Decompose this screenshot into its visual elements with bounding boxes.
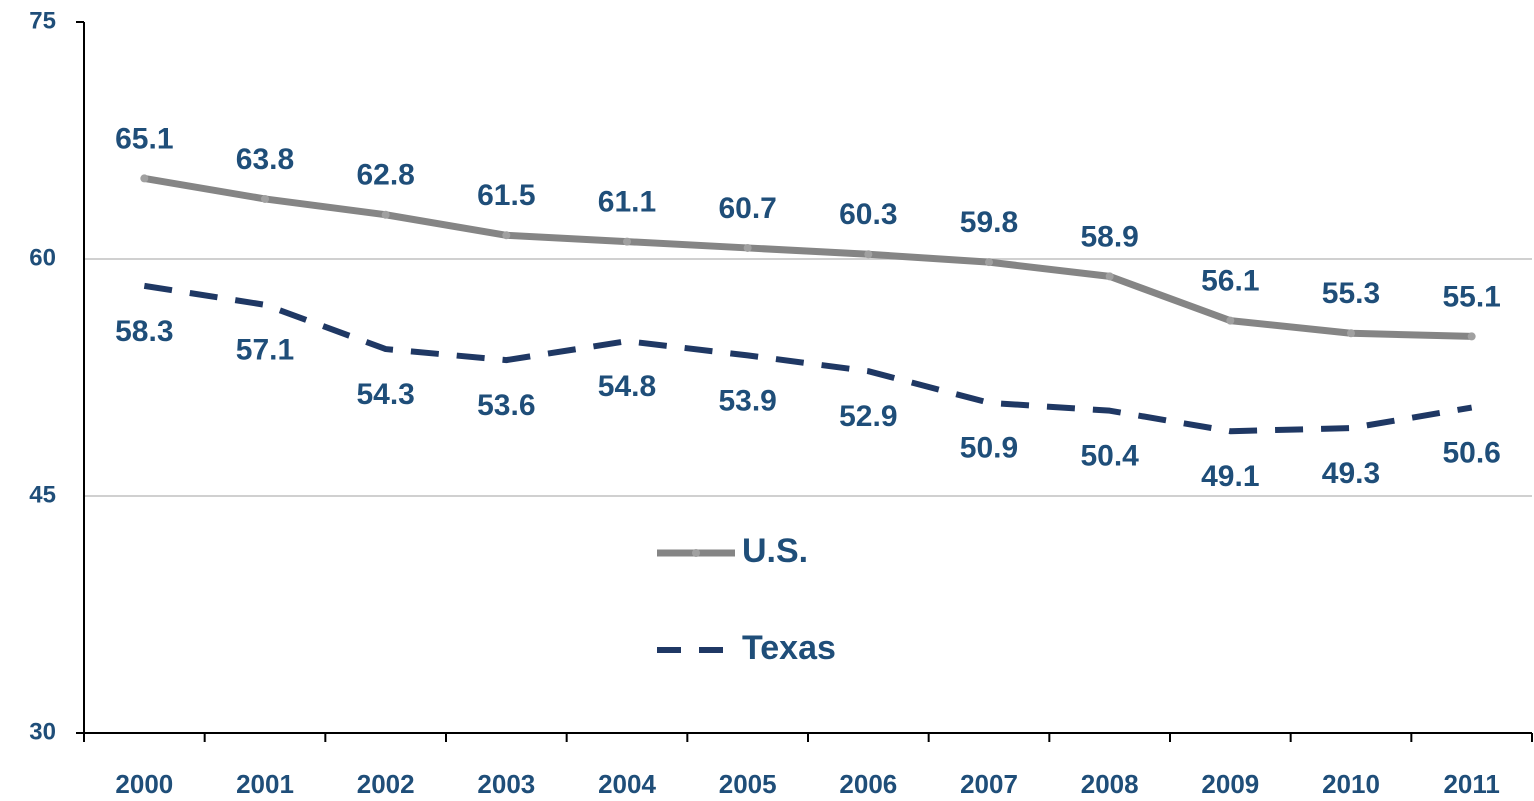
point: [1226, 316, 1235, 325]
x-tick-label: 2002: [357, 769, 415, 799]
y-tick-label: 60: [29, 244, 56, 271]
x-tick-label: 2008: [1081, 769, 1139, 799]
x-tick-label: 2000: [115, 769, 173, 799]
data-label: 61.1: [598, 186, 656, 219]
series-line: [143, 282, 1473, 435]
data-label: 53.9: [718, 384, 776, 417]
series-line: [143, 174, 1472, 340]
data-label: 59.8: [960, 206, 1018, 239]
data-label: 65.1: [115, 122, 173, 155]
x-tick-label: 2011: [1443, 769, 1499, 799]
data-label: 57.1: [236, 334, 294, 367]
x-tick-label: 2009: [1201, 769, 1259, 799]
y-tick-label: 45: [29, 481, 56, 508]
x-tick-label: 2005: [719, 769, 777, 799]
point: [864, 250, 873, 259]
x-tick-label: 2003: [477, 769, 535, 799]
point: [502, 231, 511, 240]
data-label: 53.6: [477, 389, 535, 422]
x-tick-label: 2004: [598, 769, 656, 799]
data-label: 49.3: [1322, 457, 1380, 490]
data-label: 55.1: [1442, 280, 1500, 313]
legend-label: Texas: [742, 629, 836, 667]
y-tick-label: 30: [29, 718, 56, 745]
point: [1347, 329, 1355, 338]
point: [261, 194, 269, 203]
point: [1105, 272, 1114, 281]
data-label: 54.3: [356, 378, 414, 411]
x-tick-label: 2001: [236, 769, 294, 799]
x-tick-label: 2006: [839, 769, 897, 799]
data-label: 50.6: [1442, 436, 1500, 469]
data-label: 55.3: [1322, 277, 1380, 310]
data-label: 49.1: [1201, 460, 1259, 493]
point: [1467, 332, 1476, 341]
point: [743, 243, 752, 252]
data-label: 50.4: [1080, 440, 1139, 473]
data-label: 58.9: [1080, 220, 1138, 253]
x-tick-label: 2010: [1322, 769, 1380, 799]
point: [623, 237, 631, 246]
legend-point: [692, 549, 700, 557]
legend-label: U.S.: [742, 532, 808, 570]
point: [381, 210, 390, 219]
data-label: 56.1: [1201, 265, 1259, 298]
data-label: 61.5: [477, 179, 535, 212]
point: [985, 258, 993, 267]
data-label: 60.3: [839, 198, 897, 231]
data-label: 63.8: [236, 143, 294, 176]
data-label: 54.8: [598, 370, 656, 403]
data-label: 60.7: [718, 192, 776, 225]
data-label: 58.3: [115, 315, 173, 348]
data-label: 62.8: [356, 159, 414, 192]
point: [140, 174, 149, 183]
data-label: 50.9: [960, 432, 1018, 465]
y-tick-label: 75: [29, 7, 56, 34]
x-tick-label: 2007: [960, 769, 1018, 799]
data-label: 52.9: [839, 400, 897, 433]
